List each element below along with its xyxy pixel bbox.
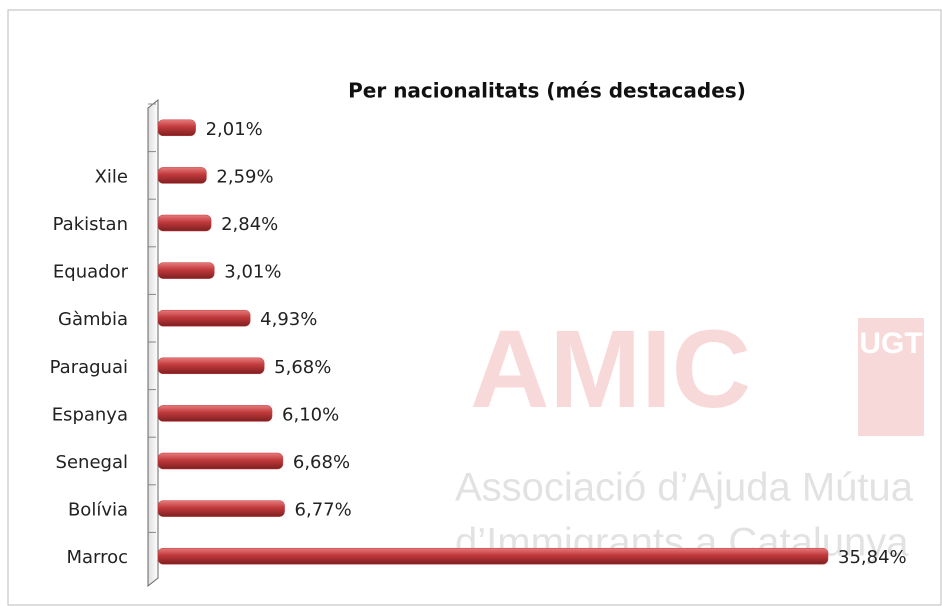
bar <box>157 309 251 327</box>
bar <box>157 214 212 232</box>
bar <box>157 167 207 184</box>
value-label: 2,84% <box>221 214 278 235</box>
value-label: 5,68% <box>274 357 331 378</box>
value-label: 6,77% <box>295 500 352 521</box>
y-tick-label: Gàmbia <box>58 309 128 330</box>
value-label: 3,01% <box>224 262 281 283</box>
bar <box>157 405 273 422</box>
axis-wall <box>147 98 159 588</box>
y-tick-label: Xile <box>95 166 128 187</box>
value-label: 2,59% <box>216 166 273 187</box>
watermark-name: AMIC <box>470 308 751 431</box>
y-tick-label: Pakistan <box>53 214 128 235</box>
bar <box>157 119 196 137</box>
watermark-badge: UGT <box>859 327 922 360</box>
y-tick-label: Equador <box>53 262 129 283</box>
bar <box>157 357 265 375</box>
bar <box>157 262 215 279</box>
watermark-line1: Associació d’Ajuda Mútua <box>455 466 914 510</box>
y-tick-label: Senegal <box>56 452 128 473</box>
y-tick-label: Espanya <box>52 404 128 425</box>
bar <box>157 500 285 517</box>
bar <box>157 547 829 565</box>
value-label: 35,84% <box>838 547 907 568</box>
value-label: 6,68% <box>293 452 350 473</box>
value-label: 2,01% <box>206 119 263 140</box>
y-tick-label: Bolívia <box>68 500 128 521</box>
value-label: 4,93% <box>260 309 317 330</box>
y-tick-label: Paraguai <box>50 357 128 378</box>
y-tick-label: Marroc <box>66 547 128 568</box>
chart-title: Per nacionalitats (més destacades) <box>348 79 746 103</box>
value-label: 6,10% <box>282 404 339 425</box>
watermark: AMIC UGT Associació d’Ajuda Mútua d’Immi… <box>455 308 924 565</box>
bar <box>157 452 284 470</box>
watermark-badge-bg <box>858 318 924 436</box>
